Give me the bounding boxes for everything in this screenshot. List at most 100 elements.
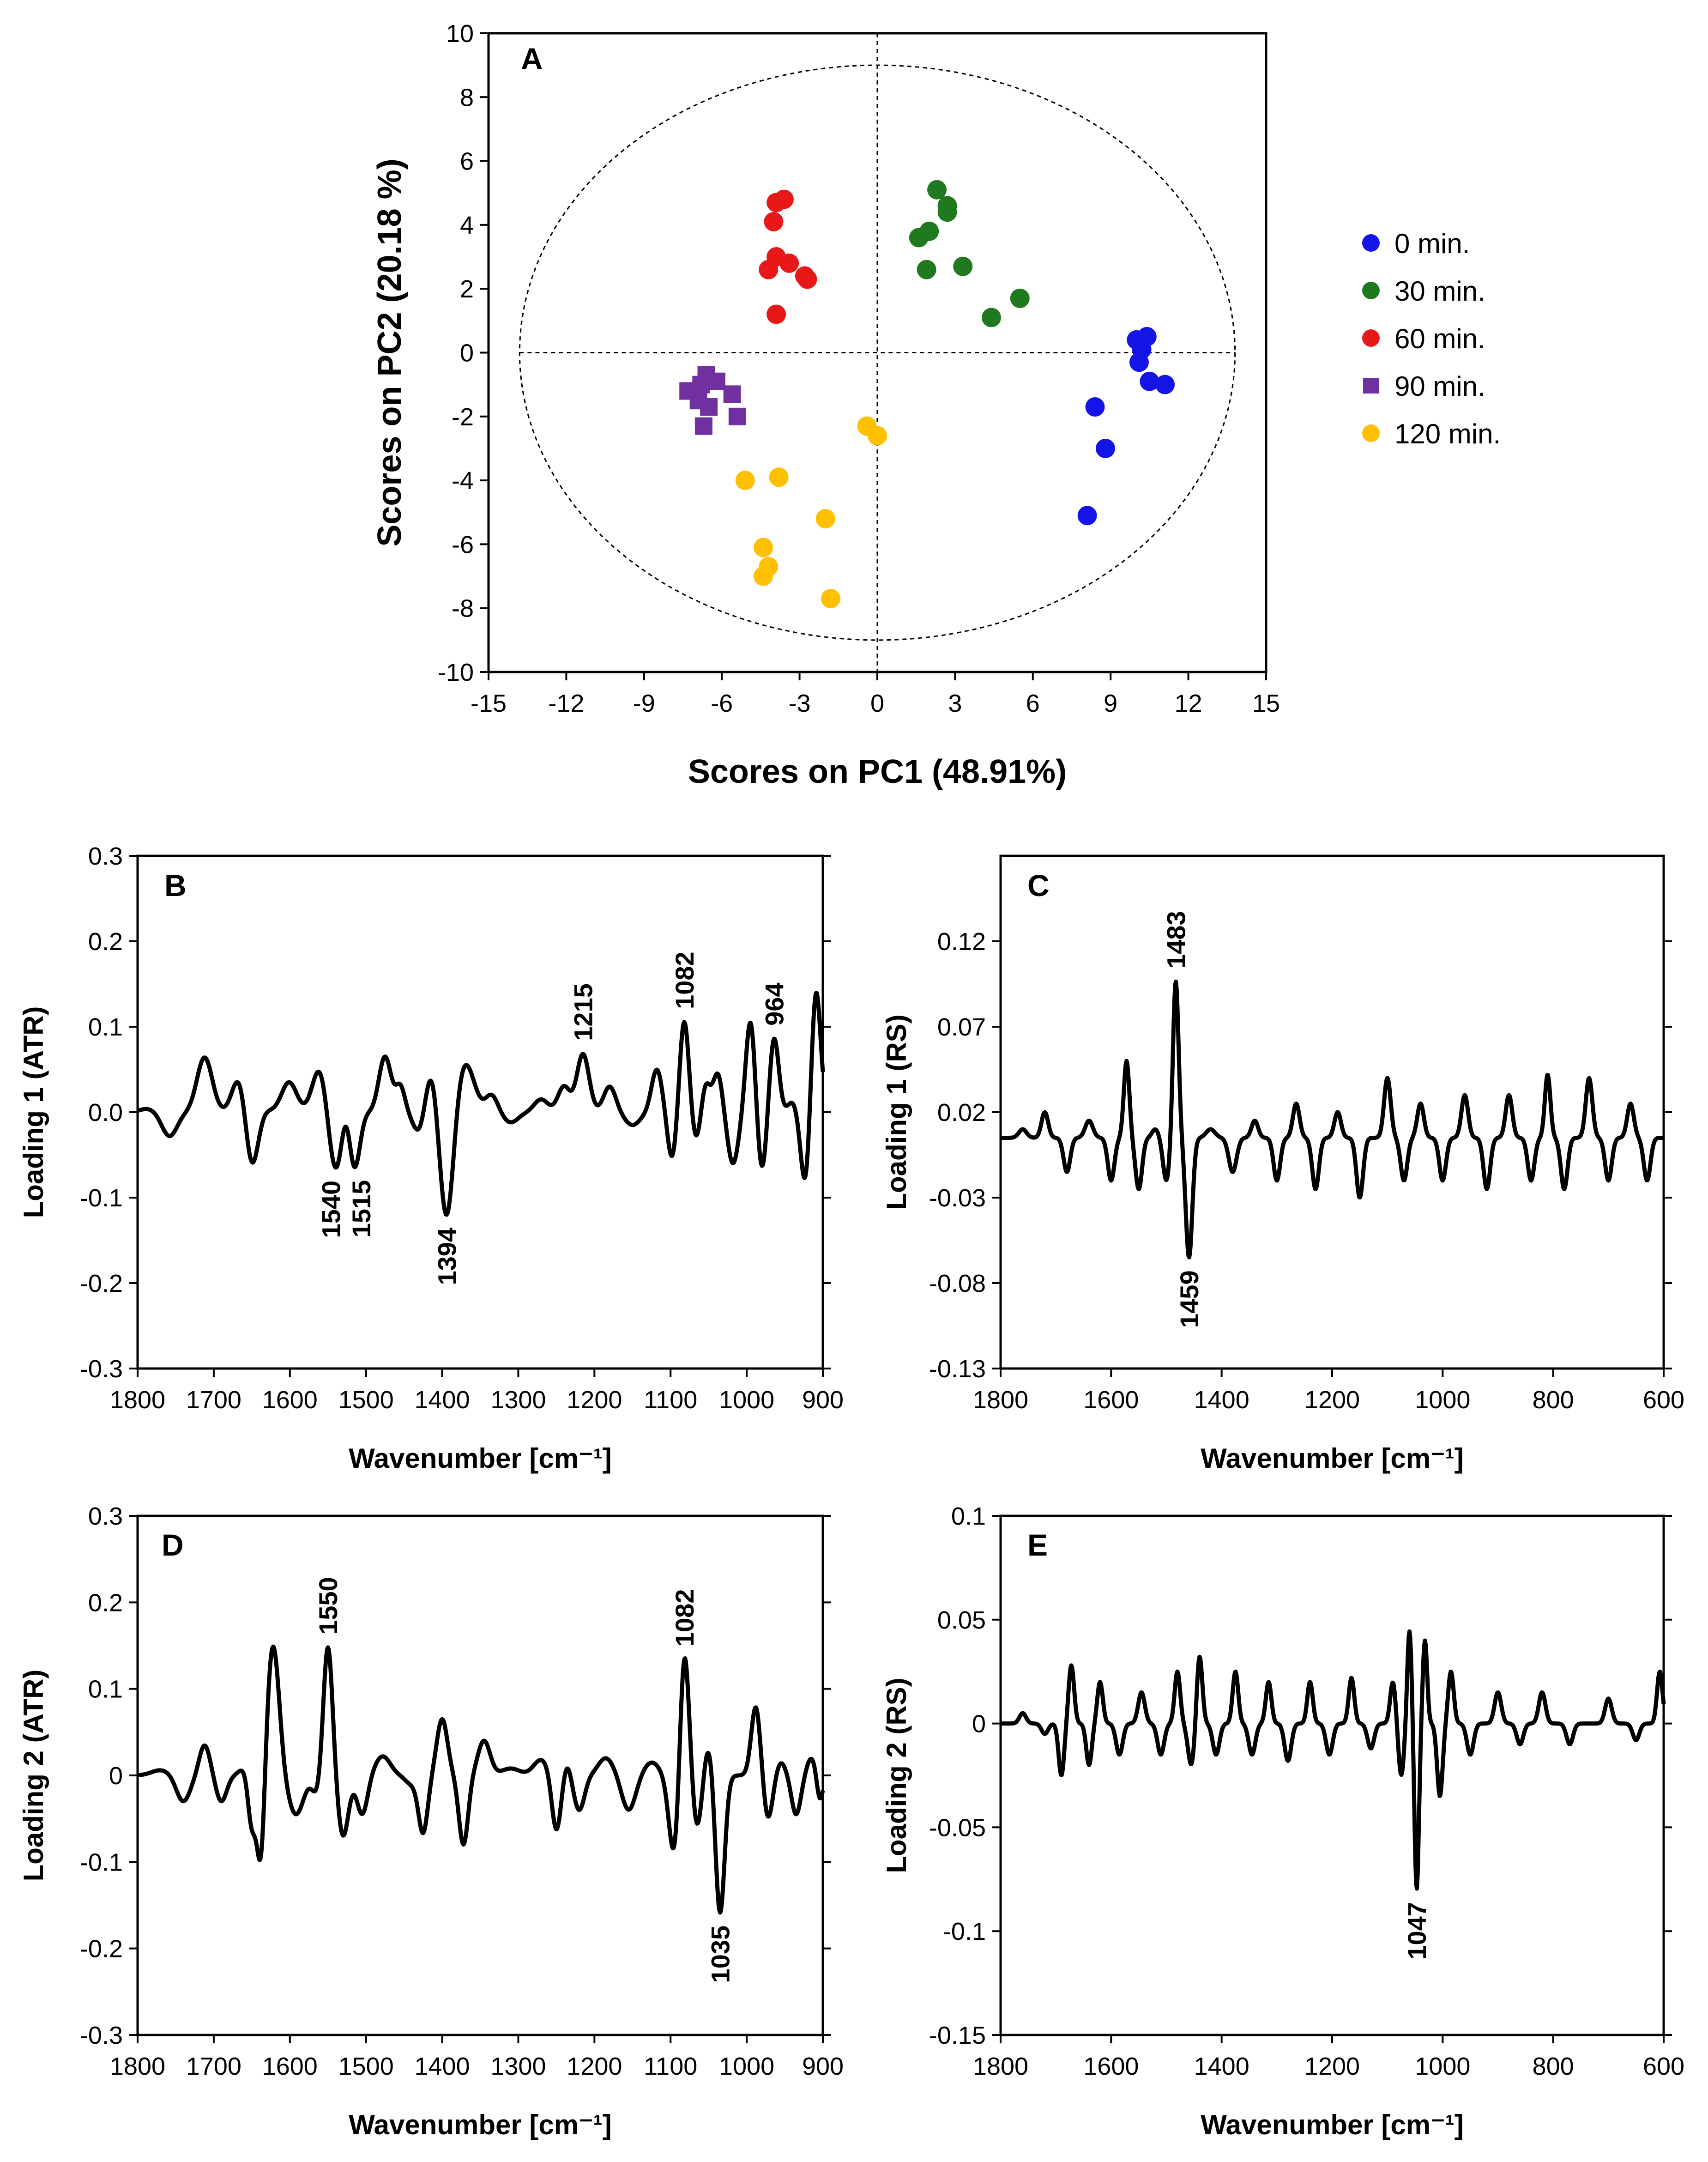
x-tick-label: 600 (1643, 2053, 1684, 2080)
x-tick-label: 1400 (414, 2053, 470, 2080)
y-tick-label: 0.3 (88, 842, 123, 870)
peak-label: 1515 (347, 1180, 376, 1238)
data-point (1077, 506, 1097, 526)
y-tick-label: -0.1 (943, 1918, 986, 1945)
y-tick-label: 10 (446, 20, 474, 48)
data-point (868, 426, 887, 446)
x-tick-label: 3 (948, 690, 962, 717)
x-tick-label: 1100 (644, 2053, 697, 2080)
x-tick-label: 1300 (490, 1386, 546, 1414)
x-tick-label: 15 (1252, 690, 1280, 717)
peak-label: 1483 (1161, 911, 1190, 969)
x-tick-label: 800 (1533, 1386, 1574, 1414)
legend-marker (1363, 378, 1379, 394)
legend-marker (1362, 234, 1380, 252)
x-tick-label: 1500 (338, 2053, 394, 2080)
y-tick-label: -0.13 (929, 1355, 986, 1383)
peak-label: 1082 (670, 1589, 699, 1647)
y-tick-label: 4 (460, 212, 474, 239)
x-tick-label: 1600 (262, 2053, 318, 2080)
x-tick-label: 1000 (1415, 1386, 1470, 1414)
y-tick-label: 0.12 (937, 928, 986, 956)
data-point (1129, 352, 1149, 372)
data-point (779, 253, 799, 273)
x-tick-label: -9 (633, 690, 655, 717)
legend-label: 120 min. (1394, 418, 1501, 449)
x-tick-label: -12 (548, 690, 584, 717)
x-axis-title: Wavenumber [cm⁻¹] (349, 1443, 612, 1474)
x-tick-label: 1800 (110, 1386, 165, 1414)
data-point (1095, 438, 1115, 458)
x-tick-label: 1700 (186, 1386, 241, 1414)
y-tick-label: 0.05 (937, 1606, 986, 1634)
data-point (937, 202, 957, 222)
y-tick-label: -0.3 (80, 1355, 123, 1383)
y-tick-label: 0.2 (88, 928, 123, 956)
legend-label: 0 min. (1394, 228, 1470, 259)
legend-marker (1362, 424, 1380, 442)
x-tick-label: 1400 (1194, 1386, 1249, 1414)
x-tick-label: 800 (1533, 2053, 1574, 2080)
x-tick-label: 1800 (110, 2053, 165, 2080)
y-tick-label: 0 (972, 1710, 986, 1738)
x-tick-label: -6 (711, 690, 733, 717)
panel-letter: B (164, 868, 187, 902)
peak-label: 1394 (432, 1228, 461, 1285)
data-point (981, 308, 1001, 327)
series-line (999, 979, 1665, 1260)
x-tick-label: 1100 (644, 1386, 697, 1414)
data-point (759, 260, 779, 279)
y-tick-label: 0.07 (937, 1013, 986, 1041)
plot-frame (999, 854, 1665, 1370)
y-axis-title: Loading 2 (RS) (881, 1678, 912, 1873)
data-point (728, 407, 746, 425)
x-tick-label: 1700 (186, 2053, 241, 2080)
data-point (754, 566, 773, 586)
y-tick-label: -0.05 (929, 1814, 986, 1841)
legend-marker (1362, 282, 1380, 299)
legend-label: 90 min. (1394, 371, 1485, 402)
x-tick-label: 9 (1104, 690, 1117, 717)
x-tick-label: 1500 (338, 1386, 394, 1414)
legend: 0 min. 30 min. 60 min. 90 min. 120 min. (1362, 228, 1501, 449)
series-line (136, 1644, 825, 1915)
y-tick-label: -0.3 (80, 2022, 123, 2049)
plot-frame (136, 854, 824, 1370)
x-tick-label: -15 (471, 690, 507, 717)
panel-B: -0.3 -0.2 -0.1 0.0 0.1 0.2 0.3 1800 1700 1600 1500… (18, 842, 844, 1474)
y-tick-label: -0.03 (929, 1184, 986, 1212)
data-point (821, 588, 840, 608)
data-point (1140, 371, 1159, 391)
peak-label: 964 (760, 982, 789, 1025)
x-tick-label: 6 (1026, 690, 1040, 717)
panel-C: -0.13 -0.08 -0.03 0.02 0.07 0.12 1800 1600 1400 1… (881, 854, 1684, 1474)
x-tick-label: 1300 (490, 2053, 546, 2080)
data-point (766, 304, 786, 324)
data-point (1155, 375, 1175, 394)
plot-frame (999, 1514, 1665, 2036)
panel-letter: E (1027, 1528, 1048, 1562)
x-tick-label: 1400 (1194, 2053, 1249, 2080)
data-point (927, 180, 947, 200)
y-tick-label: 0.2 (88, 1589, 123, 1617)
x-tick-label: 1600 (1083, 1386, 1139, 1414)
y-axis-title: Loading 2 (ATR) (18, 1670, 49, 1882)
x-tick-label: 900 (802, 2053, 844, 2080)
panel-D: -0.3 -0.2 -0.1 0 0.1 0.2 0.3 1800 1700 1600 1500 14… (18, 1502, 844, 2140)
data-point (797, 269, 817, 289)
panel-E: -0.15 -0.1 -0.05 0 0.05 0.1 1800 1600 1400 1200 10… (881, 1502, 1684, 2140)
peak-label: 1047 (1402, 1902, 1431, 1960)
y-tick-label: -0.2 (80, 1935, 123, 1963)
peak-label: 1550 (314, 1577, 343, 1635)
x-tick-label: 12 (1175, 690, 1202, 717)
y-axis-title: Scores on PC2 (20.18 %) (371, 158, 408, 546)
y-tick-label: 0.1 (951, 1502, 986, 1530)
x-tick-label: 1200 (567, 1386, 622, 1414)
y-tick-label: 0.0 (88, 1099, 123, 1126)
panel-letter: C (1027, 868, 1050, 902)
y-axis-title: Loading 1 (RS) (881, 1014, 912, 1210)
peak-label: 1540 (317, 1181, 346, 1238)
y-tick-label: 0 (109, 1762, 123, 1790)
x-tick-label: 1000 (719, 2053, 774, 2080)
